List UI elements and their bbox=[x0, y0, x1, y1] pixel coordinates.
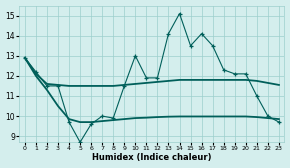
X-axis label: Humidex (Indice chaleur): Humidex (Indice chaleur) bbox=[92, 153, 212, 162]
